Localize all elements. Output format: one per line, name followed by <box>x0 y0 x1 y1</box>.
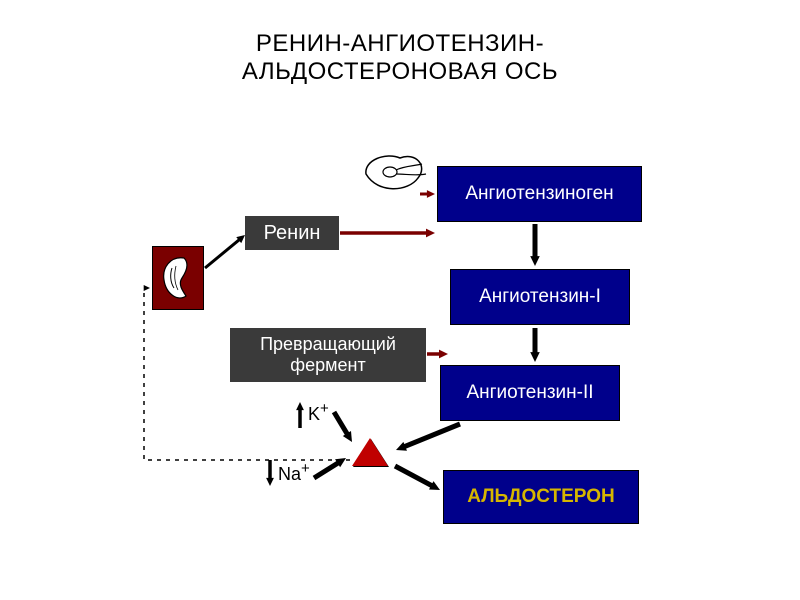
ace-box: Превращающий фермент <box>230 328 426 382</box>
na-ion-label: Na+ <box>278 460 310 485</box>
diagram-stage: РЕНИН-АНГИОТЕНЗИН-АЛЬДОСТЕРОНОВАЯ ОСЬ Ре… <box>0 0 800 600</box>
at2-label: Ангиотензин-II <box>466 382 593 404</box>
adrenal-icon <box>352 438 388 466</box>
k-ion-label: K+ <box>308 400 329 425</box>
title-line1: РЕНИН-АНГИОТЕНЗИН-АЛЬДОСТЕРОНОВАЯ ОСЬ <box>242 30 558 85</box>
at1-box: Ангиотензин-I <box>450 269 630 325</box>
diagram-title: РЕНИН-АНГИОТЕНЗИН-АЛЬДОСТЕРОНОВАЯ ОСЬ <box>0 30 800 86</box>
renin-box: Ренин <box>245 216 339 250</box>
liver-icon <box>360 148 434 198</box>
at2-box: Ангиотензин-II <box>440 365 620 421</box>
aldosterone-box: АЛЬДОСТЕРОН <box>443 470 639 524</box>
angiotensinogen-label: Ангиотензиноген <box>465 183 613 205</box>
ace-label: Превращающий фермент <box>238 334 418 375</box>
kidney-icon <box>152 246 204 310</box>
angiotensinogen-box: Ангиотензиноген <box>437 166 642 222</box>
at1-label: Ангиотензин-I <box>479 286 601 308</box>
renin-label: Ренин <box>264 222 321 245</box>
aldosterone-label: АЛЬДОСТЕРОН <box>467 486 614 508</box>
arrows-layer <box>0 0 800 600</box>
